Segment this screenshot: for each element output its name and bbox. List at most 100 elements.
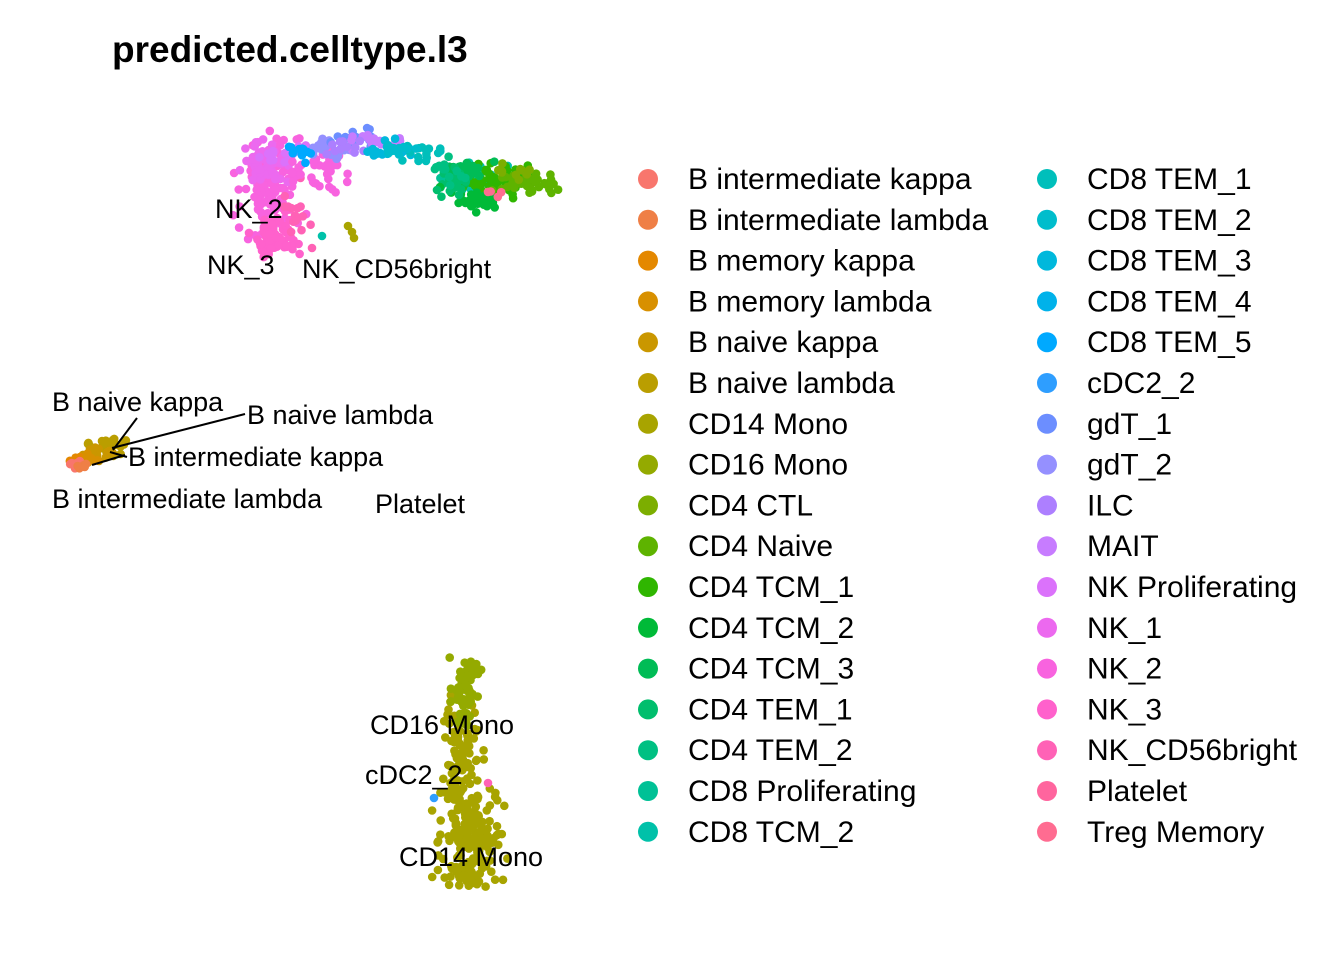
point (516, 164, 525, 174)
legend-key (1037, 373, 1057, 393)
connector-line (111, 413, 246, 449)
point (228, 210, 238, 220)
point (464, 816, 474, 826)
point (483, 187, 493, 197)
point (452, 166, 462, 176)
point (464, 840, 473, 849)
scatter-points (65, 123, 563, 891)
point (492, 179, 502, 188)
point (467, 871, 476, 880)
legend-item: MAIT (1037, 530, 1159, 563)
point (292, 135, 302, 144)
point (479, 755, 489, 764)
point (452, 783, 461, 793)
cluster-label: B intermediate kappa (128, 442, 384, 472)
point (266, 244, 276, 253)
legend-item: CD8 TEM_3 (1037, 245, 1252, 278)
point (265, 126, 275, 136)
legend-key (638, 658, 658, 679)
point (436, 816, 446, 825)
legend-item: B memory lambda (638, 285, 932, 318)
legend-key (638, 373, 658, 393)
point (447, 861, 456, 871)
point (490, 157, 499, 166)
point (441, 733, 450, 742)
legend-label: Treg Memory (1087, 816, 1264, 849)
point (296, 170, 305, 179)
legend-key (638, 291, 658, 312)
point (370, 150, 380, 159)
legend-label: CD4 TCM_3 (688, 653, 854, 686)
point (235, 202, 244, 211)
legend-item: CD8 TEM_2 (1037, 204, 1252, 237)
point (252, 185, 261, 195)
point (394, 143, 404, 153)
legend-label: B intermediate kappa (688, 163, 972, 196)
legend-key (1037, 291, 1057, 312)
legend-key (1037, 413, 1057, 434)
point (481, 882, 490, 891)
legend-label: gdT_1 (1087, 408, 1172, 441)
point (477, 178, 487, 188)
legend-label: ILC (1087, 489, 1134, 522)
point (473, 776, 482, 785)
point (470, 168, 479, 178)
point (494, 840, 503, 850)
point (498, 875, 508, 885)
point (466, 190, 476, 199)
point (531, 177, 540, 187)
point (267, 219, 277, 229)
legend-item: NK Proliferating (1037, 571, 1297, 604)
point (355, 136, 365, 146)
point (438, 854, 448, 864)
point (480, 199, 490, 209)
point (481, 826, 491, 836)
legend-item: gdT_2 (1037, 449, 1172, 482)
point (258, 135, 268, 144)
point (264, 229, 274, 239)
point (256, 199, 266, 209)
legend-key (638, 413, 658, 434)
legend-key (1037, 209, 1057, 230)
legend-label: CD8 TEM_5 (1087, 326, 1252, 359)
point (450, 814, 460, 823)
point (459, 698, 469, 708)
point (248, 175, 257, 185)
point (454, 683, 463, 692)
point (319, 142, 329, 151)
legend-key (1037, 781, 1057, 801)
point (455, 831, 464, 840)
legend-item: CD4 TCM_1 (638, 571, 854, 604)
point (256, 240, 266, 249)
point (440, 788, 450, 797)
legend-key (1037, 617, 1057, 638)
legend-item: Platelet (1037, 775, 1188, 808)
point (295, 249, 304, 259)
legend-item: B naive kappa (638, 326, 878, 359)
cluster-label: CD16 Mono (370, 710, 514, 740)
cluster-label: cDC2_2 (365, 760, 463, 790)
point (272, 201, 282, 210)
point (255, 152, 264, 162)
point (463, 731, 472, 741)
point (241, 144, 250, 153)
legend-key (638, 209, 658, 230)
point (454, 881, 464, 890)
point (288, 177, 298, 186)
point (444, 705, 453, 714)
cluster-label: CD14 Mono (399, 842, 543, 872)
point (452, 762, 462, 772)
legend-label: CD8 TCM_2 (688, 816, 854, 849)
legend-item: B memory kappa (638, 245, 915, 278)
cluster-label: Platelet (375, 489, 466, 519)
point (465, 749, 474, 758)
point (387, 146, 396, 156)
point (421, 145, 431, 154)
point (507, 180, 517, 189)
point (271, 233, 281, 242)
point (466, 697, 476, 707)
legend-key (638, 169, 658, 189)
legend-label: cDC2_2 (1087, 367, 1195, 400)
point (351, 143, 360, 152)
